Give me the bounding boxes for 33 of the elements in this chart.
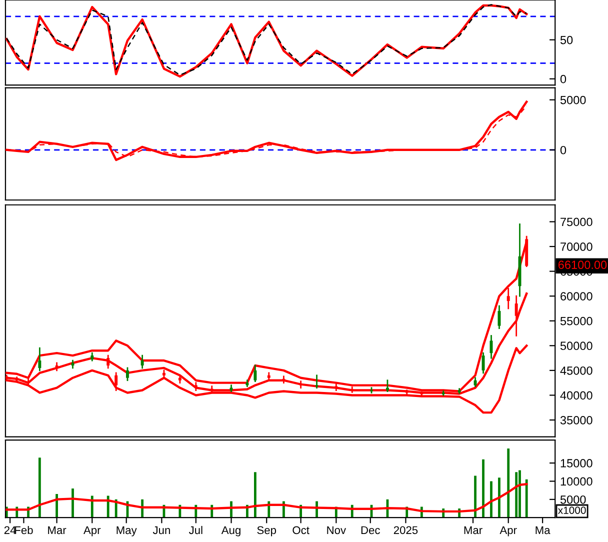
y-tick-label: 40000 bbox=[560, 391, 592, 400]
x-tick-label: Mar bbox=[48, 526, 66, 534]
x-tick-label: Jun bbox=[152, 526, 170, 534]
y-tick-label: 15000 bbox=[560, 459, 592, 468]
text: 66100.00 bbox=[558, 260, 607, 270]
x-tick-label: Jul bbox=[188, 526, 202, 534]
x-tick-label: Apr bbox=[84, 526, 101, 536]
x-tick-label: Feb bbox=[15, 526, 33, 534]
y-tick-label: 60000 bbox=[560, 292, 592, 300]
x-tick-label: 2025 bbox=[394, 526, 418, 534]
y-tick-label: 50 bbox=[560, 36, 573, 44]
y-tick-label: 50000 bbox=[560, 342, 592, 350]
y-tick-label: 0 bbox=[560, 146, 566, 154]
y-tick-label: 70000 bbox=[560, 242, 592, 251]
x-tick-label: Dec bbox=[361, 526, 380, 534]
x-tick-label: Apr bbox=[500, 526, 517, 536]
y-tick-label: 0 bbox=[560, 74, 566, 84]
y-tick-label: 10000 bbox=[560, 477, 592, 486]
x-tick-label: Nov bbox=[327, 526, 346, 534]
x-tick-label: 24 bbox=[4, 526, 16, 534]
y-tick-label: 75000 bbox=[560, 218, 592, 226]
x-tick-label: Aug bbox=[221, 526, 240, 536]
x-tick-label: Ma bbox=[536, 526, 550, 534]
y-tick-label: 45000 bbox=[560, 366, 592, 375]
x-tick-label: May bbox=[116, 526, 137, 536]
y-tick-label: 5000 bbox=[560, 96, 586, 104]
y-tick-label: 35000 bbox=[560, 416, 592, 424]
y-tick-label: 5000 bbox=[560, 495, 586, 504]
x-tick-label: Mar bbox=[464, 526, 482, 534]
y-tick-label: 55000 bbox=[560, 316, 592, 326]
x-tick-label: Sep bbox=[257, 526, 276, 536]
text: x1000 bbox=[558, 506, 586, 514]
x-tick-label: Oct bbox=[292, 526, 310, 534]
